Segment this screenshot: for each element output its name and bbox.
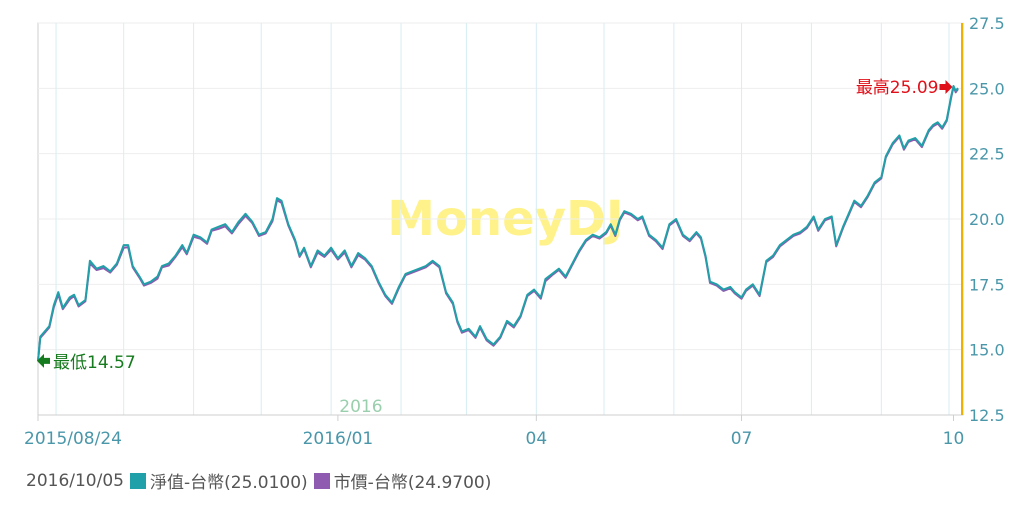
high-arrow-icon [939,79,953,94]
legend-item-nav[interactable]: 淨值-台幣(25.0100) [129,468,308,493]
y-tick-label: 15.0 [969,341,1005,360]
y-tick-label: 22.5 [969,145,1005,164]
legend-swatch-nav [129,472,146,489]
low-arrow-icon [37,353,50,368]
y-tick-label: 20.0 [969,210,1005,229]
y-tick-label: 12.5 [969,406,1005,425]
legend-item-market[interactable]: 市價-台幣(24.9700) [313,468,492,493]
y-tick-label: 17.5 [969,275,1005,294]
high-annotation-label: 最高25.09 [856,78,939,98]
series-line-nav [37,85,959,361]
legend-swatch-market [313,472,330,489]
x-tick-label: 04 [526,429,548,449]
low-annotation-label: 最低14.57 [53,353,136,373]
x-tick-label: 07 [731,429,753,449]
legend-label-market: 市價-台幣(24.9700) [333,473,492,493]
chart-legend: 2016/10/05 淨值-台幣(25.0100) 市價-台幣(24.9700) [26,468,492,494]
chart-canvas: MoneyDJ12.515.017.520.022.525.027.52015/… [24,14,1005,449]
legend-date: 2016/10/05 [26,470,124,491]
x-tick-label: 2015/08/24 [24,429,122,449]
x-tick-label: 10 [943,429,965,449]
y-tick-label: 27.5 [969,14,1005,33]
x-tick-label: 2016/01 [303,429,374,449]
year-label: 2016 [339,397,382,417]
y-tick-label: 25.0 [969,79,1005,98]
legend-label-nav: 淨值-台幣(25.0100) [149,473,308,493]
